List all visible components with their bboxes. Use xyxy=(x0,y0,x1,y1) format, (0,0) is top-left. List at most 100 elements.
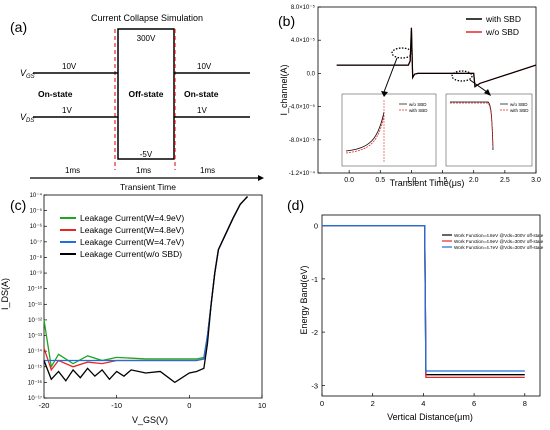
panel-c-ytick-label: 10⁻⁸ xyxy=(30,254,43,261)
inset-1-red-curve xyxy=(345,115,385,154)
highlight-ellipse-1 xyxy=(391,47,413,59)
panel-d-xtick-label: 2 xyxy=(371,399,375,408)
panel-c-ytick-label: 10⁻⁶ xyxy=(30,223,43,230)
panel-b-xtick-label: 1.5 xyxy=(438,177,448,184)
panel-a-title: Current Collapse Simulation xyxy=(91,13,203,23)
panel-b-ytick-label: -4.0×10⁻⁵ xyxy=(289,104,316,111)
panel-c-ytick-label: 10⁻⁴ xyxy=(30,192,43,199)
panel-c-ytick-label: 10⁻¹⁰ xyxy=(28,286,43,293)
on-state-right-label: On-state xyxy=(184,89,219,99)
panel-label-a: (a) xyxy=(10,19,27,35)
arrow-to-inset-2 xyxy=(469,79,488,93)
legend-wo-sbd: w/o SBD xyxy=(485,27,519,37)
arrowhead-1 xyxy=(381,91,388,97)
panel-label-b: (b) xyxy=(278,13,295,29)
panel-b-ytick-label: -8.0×10⁻⁵ xyxy=(289,137,316,144)
inset-2-legend-2: with SBD xyxy=(510,108,529,113)
panel-c-xtick-label: -10 xyxy=(111,401,122,410)
panel-c-xlabel: V_GS(V) xyxy=(132,415,168,425)
panel-b-chart: w/o SBD with SBD w/o SBD with SBD with S… xyxy=(289,4,541,184)
panel-b-ylabel: I_channel(A) xyxy=(279,64,289,115)
time-axis-arrow xyxy=(258,175,264,181)
inset-1-legend-2: with SBD xyxy=(409,108,428,113)
arrow-to-inset-1 xyxy=(383,57,398,93)
highlight-ellipse-2 xyxy=(451,70,473,82)
inset-2-legend-1: w/o SBD xyxy=(510,102,528,107)
panel-c-series-line xyxy=(43,196,248,384)
vgs-low-value: -5V xyxy=(140,150,153,159)
panel-c-ytick-label: 10⁻⁷ xyxy=(30,239,42,246)
vds-right-value: 1V xyxy=(197,106,207,115)
panel-d-legend-label: Work Function=4.8eV @Vds=300V off-state xyxy=(454,233,544,238)
vgs-label: VGS xyxy=(20,68,35,80)
panel-d-xlabel: Vertical Distance(μm) xyxy=(387,412,473,422)
panel-b-xtick-label: 2.5 xyxy=(500,177,510,184)
panel-d-frame xyxy=(321,214,541,397)
inset-1-black-curve xyxy=(345,111,385,152)
off-state-box xyxy=(117,28,175,160)
panel-b-frame xyxy=(317,6,537,174)
panel-c-ylabel: I_DS(A) xyxy=(0,278,10,310)
panel-b-ytick-label: -1.2×10⁻⁴ xyxy=(289,170,316,177)
vgs-left-value: 10V xyxy=(62,62,77,71)
panel-b-xtick-label: 2.0 xyxy=(469,177,479,184)
panel-c-legend-label: Leakage Current(W=4.8eV) xyxy=(80,225,184,235)
panel-b-xtick-label: 1.0 xyxy=(407,177,417,184)
panel-c-ytick-label: 10⁻¹⁶ xyxy=(28,379,43,386)
panel-c-xtick-label: -20 xyxy=(39,401,50,410)
panel-d-ylabel: Energy Band(eV) xyxy=(299,265,309,334)
panel-b-ytick-label: 4.0×10⁻⁵ xyxy=(291,37,316,44)
panel-c-ytick-label: 10⁻¹¹ xyxy=(28,302,42,308)
duration-2: 1ms xyxy=(136,166,151,175)
panel-c-ytick-label: 10⁻⁵ xyxy=(30,208,43,215)
legend-with-sbd: with SBD xyxy=(485,14,521,24)
panel-d-ytick-label: 0 xyxy=(314,222,318,231)
panel-c-legend-label: Leakage Current(W=4.7eV) xyxy=(80,237,184,247)
vds-label: VDS xyxy=(20,112,34,124)
on-state-left-label: On-state xyxy=(38,89,73,99)
inset-1-frame xyxy=(341,93,437,167)
panel-c-chart: -20 -10 0 10 10⁻⁴ 10⁻⁵ 10⁻⁶ 10⁻⁷ 10⁻⁸ 10⁻⁹ 10⁻¹⁰ 10… xyxy=(28,192,267,410)
off-state-label: Off-state xyxy=(129,89,164,99)
duration-1: 1ms xyxy=(65,166,80,175)
panel-c-ytick-label: 10⁻¹⁷ xyxy=(28,395,42,402)
vds-left-value: 1V xyxy=(62,106,72,115)
duration-3: 1ms xyxy=(200,166,215,175)
panel-d-legend-label: Work Function=4.9eV @Vds=300V off-state xyxy=(454,239,544,244)
panel-c-xtick-label: 10 xyxy=(258,401,266,410)
inset-1-legend-1: w/o SBD xyxy=(409,102,427,107)
panel-c-ytick-label: 10⁻¹² xyxy=(28,318,42,324)
panel-d-ytick-label: -2 xyxy=(311,328,318,337)
panel-b-ytick-label: 8.0×10⁻⁵ xyxy=(291,4,316,11)
arrowhead-2 xyxy=(484,89,491,96)
panel-d-ytick-label: -1 xyxy=(311,275,318,284)
panel-label-d: (d) xyxy=(287,197,304,213)
panel-b-xlabel: Transient Time(μs) xyxy=(390,178,465,188)
panel-label-c: (c) xyxy=(10,197,26,213)
panel-d-xtick-label: 6 xyxy=(472,399,476,408)
panel-c-ytick-label: 10⁻⁹ xyxy=(30,270,43,277)
panel-a-xlabel: Transient Time xyxy=(120,182,176,192)
panel-d-ytick-label: -3 xyxy=(311,381,318,390)
panel-c-ytick-label: 10⁻¹⁴ xyxy=(28,348,43,355)
panel-c-legend-label: Leakage Current(w/o SBD) xyxy=(80,249,182,259)
panel-d-xtick-label: 8 xyxy=(523,399,527,408)
panel-c-xtick-label: 0 xyxy=(187,401,191,410)
panel-b-series-line xyxy=(336,27,537,88)
vds-high-value: 300V xyxy=(137,34,156,43)
panel-b-ytick-label: 0.0 xyxy=(307,71,316,77)
panel-b-xtick-label: 3.0 xyxy=(531,177,541,184)
panel-b-xtick-label: 0.5 xyxy=(375,177,385,184)
vgs-right-value: 10V xyxy=(197,62,212,71)
panel-c-legend-label: Leakage Current(W=4.9eV) xyxy=(80,213,184,223)
panel-d-series-line xyxy=(322,224,525,372)
panel-d-xtick-label: 4 xyxy=(421,399,425,408)
panel-d-xtick-label: 0 xyxy=(320,399,324,408)
panel-c-frame xyxy=(43,194,263,399)
panel-d-chart: 0 2 4 6 8 0 -1 -2 -3 Work Function=4.8eV @Vds=300… xyxy=(311,214,544,408)
panel-c-ytick-label: 10⁻¹⁵ xyxy=(28,364,43,371)
panel-d-legend-label: Work Function=4.7eV @Vds=300V off-state xyxy=(454,245,544,250)
inset-2-red-curve xyxy=(450,102,494,149)
